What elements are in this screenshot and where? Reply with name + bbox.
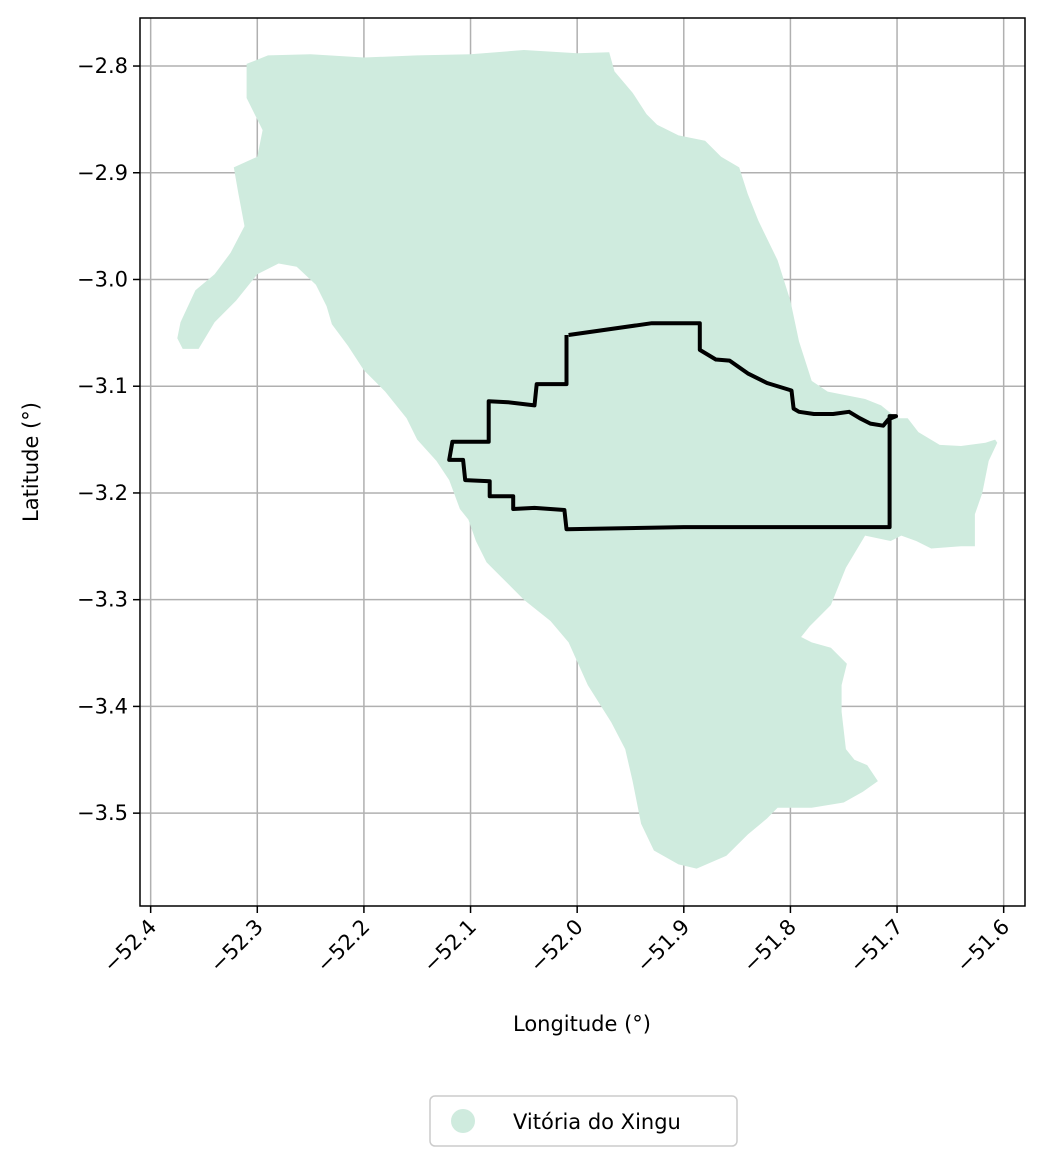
y-tick-label: −3.3 <box>77 588 128 612</box>
x-axis-label: Longitude (°) <box>513 1012 651 1036</box>
y-tick-label: −3.1 <box>77 374 128 398</box>
y-axis-label: Latitude (°) <box>19 402 43 522</box>
boundary-outline <box>447 321 898 532</box>
legend: Vitória do Xingu <box>429 1095 738 1147</box>
y-tick-label: −3.2 <box>77 481 128 505</box>
plot-frame <box>139 17 1026 907</box>
y-axis-ticks: −2.8 −2.9 −3.0 −3.1 −3.2 −3.3 −3.4 −3.5 <box>77 54 140 825</box>
map-shapes <box>177 50 998 869</box>
legend-box <box>429 1095 738 1147</box>
legend-marker <box>451 1109 475 1133</box>
y-tick-label: −2.9 <box>77 161 128 185</box>
legend-label: Vitória do Xingu <box>513 1110 681 1134</box>
y-tick-label: −3.5 <box>77 801 128 825</box>
y-tick-label: −3.0 <box>77 267 128 291</box>
municipality-area <box>177 50 998 869</box>
y-tick-label: −2.8 <box>77 54 128 78</box>
y-tick-label: −3.4 <box>77 694 128 718</box>
